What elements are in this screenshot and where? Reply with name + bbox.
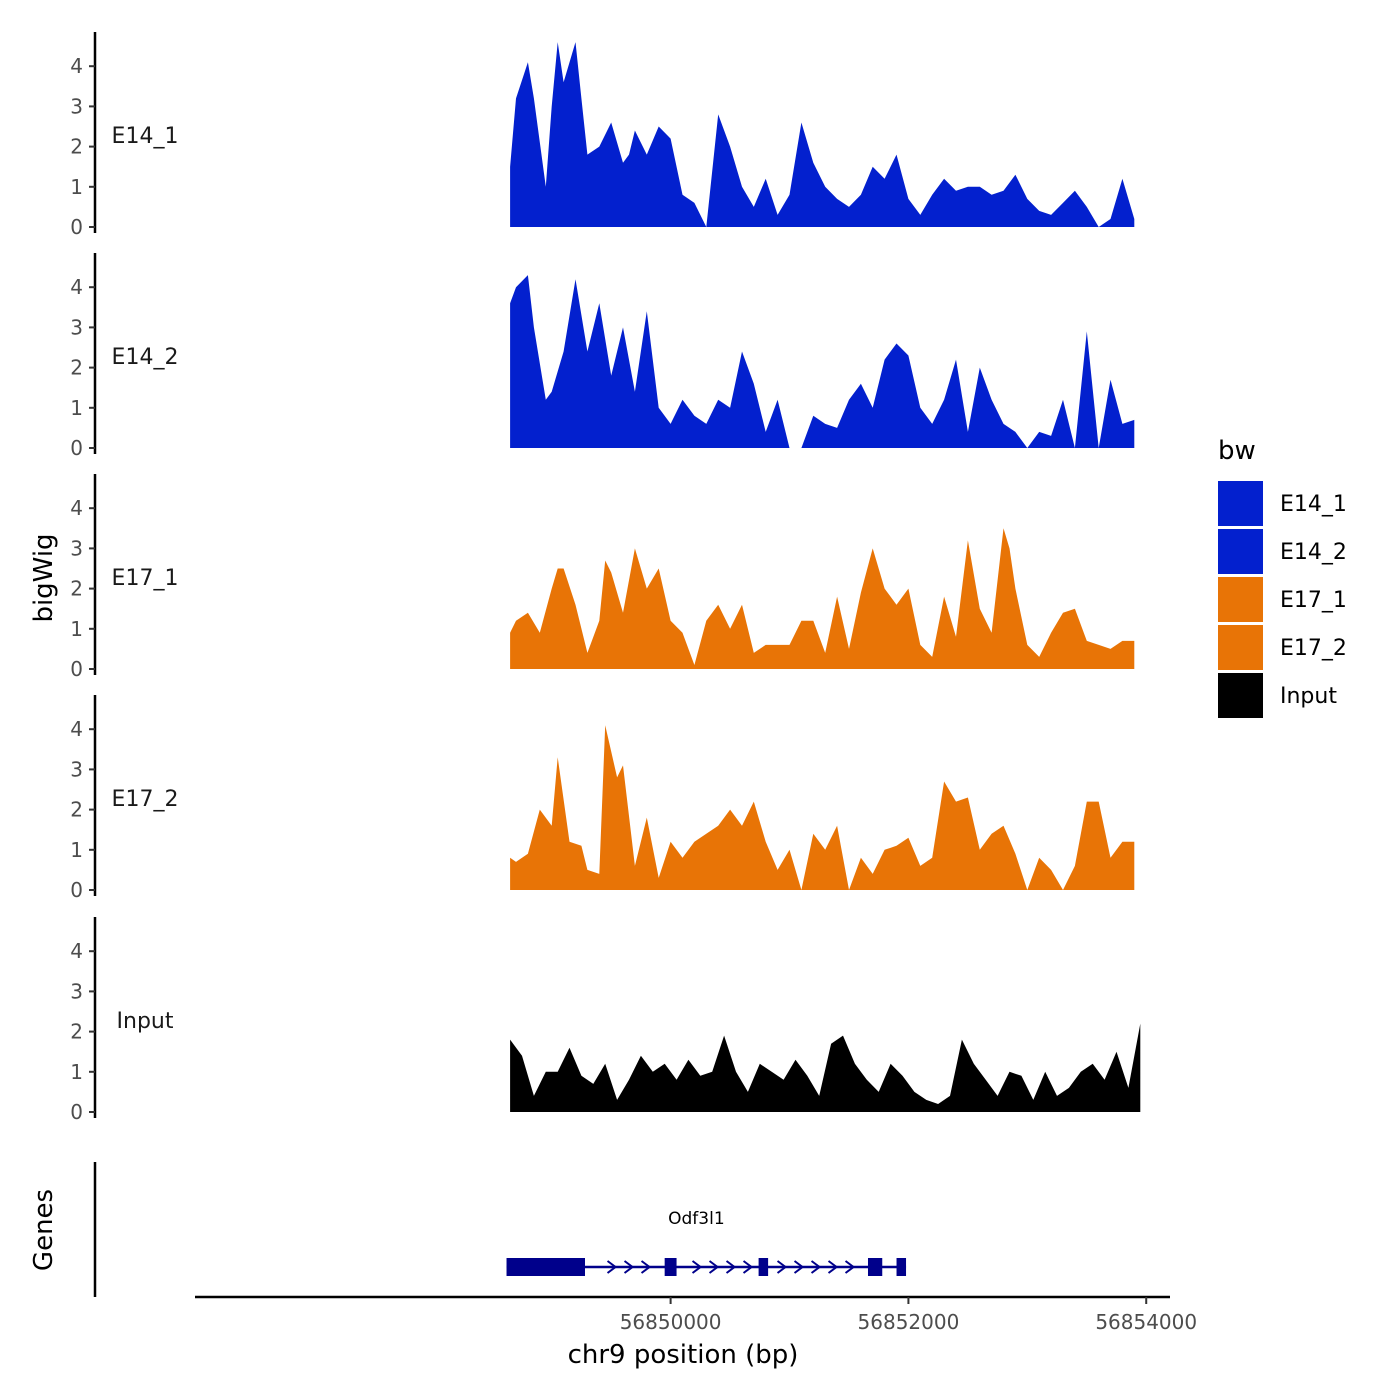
exon [758, 1258, 769, 1276]
area-e14-1 [510, 42, 1135, 227]
track-label-e17-2: E17_2 [112, 787, 179, 812]
strand-arrow [606, 1260, 618, 1274]
y-tick-label: 3 [70, 94, 83, 118]
y-tick-label: 2 [70, 1020, 83, 1044]
legend-swatch [1218, 577, 1263, 622]
strand-arrow [810, 1260, 822, 1274]
legend: bw E14_1 E14_2 E17_1 E17_2 Input [1218, 436, 1347, 718]
y-tick-label: 3 [70, 536, 83, 560]
track-e17-1: 0 1 2 3 4 E17_1 [70, 474, 1135, 681]
y-tick-label: 2 [70, 135, 83, 159]
strand-arrow [691, 1260, 703, 1274]
genes-panel: Odf3l1 [93, 1162, 907, 1297]
y-tick-label: 0 [70, 1100, 83, 1124]
gene-name-label: Odf3l1 [668, 1209, 725, 1229]
legend-label: Input [1280, 684, 1337, 709]
genes-axis-title: Genes [29, 1189, 59, 1271]
area-input [510, 1023, 1141, 1112]
strand-arrow [844, 1260, 856, 1274]
y-tick-label: 1 [70, 838, 83, 862]
strand-arrow [640, 1260, 652, 1274]
x-axis-title: chr9 position (bp) [568, 1340, 799, 1370]
track-label-e14-2: E14_2 [112, 345, 179, 370]
y-tick-label: 2 [70, 356, 83, 380]
y-tick-label: 0 [70, 436, 83, 460]
strand-arrow [623, 1260, 635, 1274]
y-tick-label: 1 [70, 1060, 83, 1084]
y-tick-label: 2 [70, 577, 83, 601]
y-tick-label: 4 [70, 54, 83, 78]
strand-arrow [742, 1260, 754, 1274]
legend-item-e14-2: E14_2 [1218, 529, 1347, 574]
track-label-e14-1: E14_1 [112, 124, 179, 149]
bigwig-tracks: 0 1 2 3 4 E14_1 0 1 2 3 4 E14_2 0 1 2 3 4 E17_1 0 1 2 3 4 E17_2… [70, 32, 1141, 1124]
area-e17-1 [510, 528, 1135, 669]
legend-swatch [1218, 673, 1263, 718]
legend-label: E17_1 [1280, 588, 1347, 613]
legend-swatch [1218, 529, 1263, 574]
y-tick-label: 4 [70, 496, 83, 520]
exon [867, 1258, 883, 1276]
legend-item-input: Input [1218, 673, 1337, 718]
legend-item-e17-2: E17_2 [1218, 625, 1347, 670]
x-axis: 56850000 56852000 56854000 [195, 1295, 1197, 1334]
legend-item-e17-1: E17_1 [1218, 577, 1347, 622]
area-e17-2 [510, 725, 1135, 890]
strand-arrow [776, 1260, 788, 1274]
x-tick-label: 56854000 [1095, 1310, 1197, 1334]
exon [664, 1258, 677, 1276]
gene-odf3l1: Odf3l1 [506, 1209, 907, 1276]
legend-item-e14-1: E14_1 [1218, 481, 1347, 526]
strand-arrow [708, 1260, 720, 1274]
y-tick-label: 4 [70, 275, 83, 299]
y-tick-label: 1 [70, 175, 83, 199]
y-tick-label: 2 [70, 798, 83, 822]
legend-swatch [1218, 625, 1263, 670]
track-input: 0 1 2 3 4 Input [70, 917, 1141, 1124]
exon [506, 1258, 585, 1276]
exon [896, 1258, 907, 1276]
legend-label: E17_2 [1280, 636, 1347, 661]
y-tick-label: 1 [70, 617, 83, 641]
strand-arrow [725, 1260, 737, 1274]
x-tick-label: 56850000 [620, 1310, 722, 1334]
track-label-input: Input [117, 1009, 174, 1034]
track-e17-2: 0 1 2 3 4 E17_2 [70, 695, 1135, 902]
x-tick-label: 56852000 [858, 1310, 960, 1334]
legend-label: E14_2 [1280, 540, 1347, 565]
y-tick-label: 0 [70, 215, 83, 239]
y-tick-label: 0 [70, 878, 83, 902]
track-e14-2: 0 1 2 3 4 E14_2 [70, 253, 1135, 460]
strand-arrow [793, 1260, 805, 1274]
track-e14-1: 0 1 2 3 4 E14_1 [70, 32, 1135, 239]
legend-label: E14_1 [1280, 492, 1347, 517]
y-axis-title: bigWig [29, 533, 59, 622]
area-e14-2 [510, 275, 1135, 448]
y-tick-label: 4 [70, 717, 83, 741]
strand-arrow [827, 1260, 839, 1274]
legend-title: bw [1218, 436, 1256, 466]
y-tick-label: 0 [70, 657, 83, 681]
track-label-e17-1: E17_1 [112, 566, 179, 591]
legend-swatch [1218, 481, 1263, 526]
y-tick-label: 3 [70, 315, 83, 339]
y-tick-label: 3 [70, 757, 83, 781]
y-tick-label: 1 [70, 396, 83, 420]
y-tick-label: 4 [70, 939, 83, 963]
y-tick-label: 3 [70, 979, 83, 1003]
